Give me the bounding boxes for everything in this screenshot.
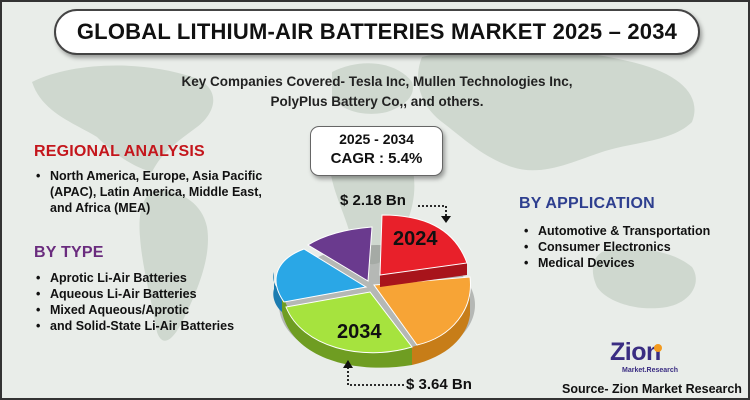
- key-companies-line-2: PolyPlus Battery Co,, and others.: [270, 94, 484, 109]
- pie-slice-purple: [307, 226, 373, 282]
- pie-side-orange: [412, 295, 470, 365]
- cagr-years: 2025 - 2034: [339, 131, 414, 147]
- year-2034-label: 2034: [337, 321, 382, 343]
- type-item: Mixed Aqueous/Aprotic: [34, 302, 284, 318]
- key-companies: Key Companies Covered- Tesla Inc, Mullen…: [152, 72, 602, 112]
- pie-slice-red: [379, 214, 468, 276]
- type-item: and Solid-State Li-Air Batteries: [34, 318, 284, 334]
- pie-slice-orange: [373, 276, 471, 346]
- value-2024-arrow: [418, 205, 451, 223]
- zion-logo: Zion Market.Research: [610, 338, 684, 376]
- pie-side-green: [282, 292, 412, 368]
- cagr-box: 2025 - 2034 CAGR : 5.4%: [310, 126, 443, 176]
- by-type-title: BY TYPE: [34, 244, 104, 261]
- page-title: GLOBAL LITHIUM-AIR BATTERIES MARKET 2025…: [54, 9, 700, 55]
- by-application-list: Automotive & Transportation Consumer Ele…: [522, 223, 722, 271]
- pie-slice-blue: [275, 248, 368, 303]
- pie-illustration: [273, 214, 475, 368]
- by-application-title: BY APPLICATION: [519, 195, 655, 212]
- logo-tagline: Market.Research: [622, 367, 679, 374]
- pie-slice-green: [285, 291, 413, 354]
- source-note: Source- Zion Market Research: [562, 382, 742, 396]
- by-type-list: Aprotic Li-Air Batteries Aqueous Li-Air …: [34, 270, 284, 334]
- application-item: Automotive & Transportation: [522, 223, 722, 239]
- type-item: Aqueous Li-Air Batteries: [34, 286, 284, 302]
- pie-side-blue: [273, 272, 282, 312]
- logo-dot-icon: [654, 344, 662, 352]
- logo-name: Zion: [610, 338, 661, 366]
- key-companies-line-1: Key Companies Covered- Tesla Inc, Mullen…: [181, 74, 573, 89]
- value-2034-arrow: [343, 360, 404, 386]
- regional-analysis-title: REGIONAL ANALYSIS: [34, 143, 205, 160]
- value-2034-label: $ 3.64 Bn: [406, 376, 472, 393]
- pie-side-red: [380, 263, 467, 287]
- type-item: Aprotic Li-Air Batteries: [34, 270, 284, 286]
- application-item: Consumer Electronics: [522, 239, 722, 255]
- application-item: Medical Devices: [522, 255, 722, 271]
- regional-list: North America, Europe, Asia Pacific (APA…: [34, 168, 284, 216]
- regional-item: North America, Europe, Asia Pacific (APA…: [34, 168, 284, 216]
- year-2024-label: 2024: [393, 228, 438, 250]
- cagr-value: CAGR : 5.4%: [330, 150, 423, 167]
- value-2024-label: $ 2.18 Bn: [340, 192, 406, 209]
